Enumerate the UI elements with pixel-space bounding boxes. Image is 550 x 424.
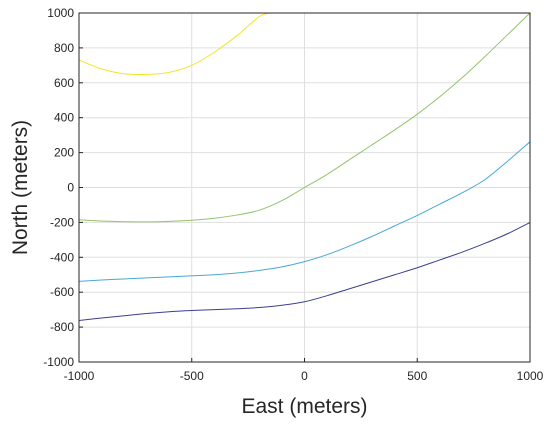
- series-line-1: [79, 13, 271, 76]
- x-tick-label: 0: [301, 369, 308, 383]
- x-tick-label: 500: [407, 369, 427, 383]
- y-tick-label: 600: [54, 76, 74, 90]
- y-tick-label: -1000: [43, 355, 74, 369]
- series-line-4: [79, 221, 530, 321]
- y-tick-label: -400: [50, 250, 74, 264]
- x-tick-labels: -1000 -500 0 500 1000: [64, 369, 544, 383]
- y-tick-label: 400: [54, 111, 74, 125]
- x-tick-label: -500: [180, 369, 204, 383]
- y-tick-label: 0: [67, 181, 74, 195]
- series-line-3: [79, 141, 530, 282]
- y-tick-label: -600: [50, 285, 74, 299]
- y-tick-label: 800: [54, 41, 74, 55]
- y-tick-label: -200: [50, 215, 74, 229]
- x-tick-label: 1000: [517, 369, 544, 383]
- y-axis-title: North (meters): [9, 120, 32, 255]
- y-tick-labels: -1000 -800 -600 -400 -200 0 200 400 600 800 1000: [43, 6, 74, 369]
- y-tick-label: -800: [50, 320, 74, 334]
- x-tick-label: -1000: [64, 369, 95, 383]
- series-line-2: [79, 13, 530, 223]
- x-axis-title: East (meters): [241, 395, 367, 418]
- y-tick-label: 1000: [47, 6, 74, 20]
- y-tick-label: 200: [54, 146, 74, 160]
- series-layer: [79, 13, 530, 321]
- plot-frame: [78, 12, 531, 363]
